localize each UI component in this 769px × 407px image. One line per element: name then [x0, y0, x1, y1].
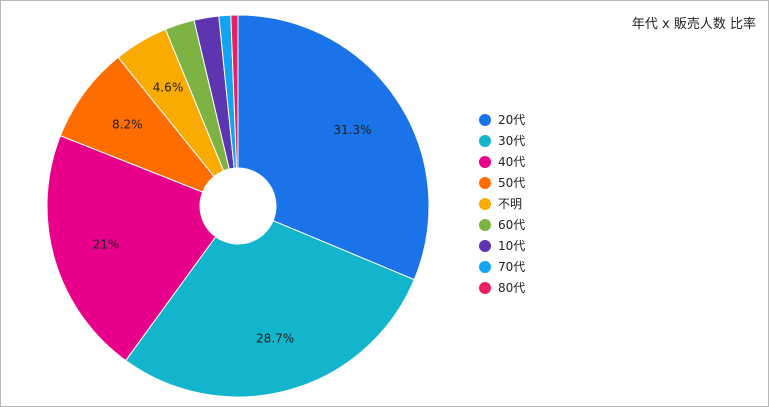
legend-swatch	[479, 155, 491, 168]
legend-label: 30代	[498, 134, 526, 148]
legend-label: 10代	[498, 239, 526, 253]
legend-item-不明: 不明	[479, 193, 525, 214]
legend-label: 20代	[498, 113, 526, 127]
legend-label: 50代	[498, 176, 526, 190]
legend: 20代 30代 40代 50代不明 60代 10代 70代 80代	[479, 109, 525, 298]
legend-swatch	[479, 113, 491, 126]
data-label-50代: 8.2%	[112, 117, 143, 131]
legend-item-10代: 10代	[479, 235, 525, 256]
legend-label: 60代	[498, 218, 526, 232]
legend-label: 80代	[498, 281, 526, 295]
pie-slice-80代	[230, 14, 239, 169]
legend-item-70代: 70代	[479, 256, 525, 277]
pie-slice-50代	[59, 56, 215, 193]
pie-slice-30代	[125, 219, 415, 398]
data-label-20代: 31.3%	[333, 123, 371, 137]
legend-swatch	[479, 218, 491, 231]
legend-swatch	[479, 239, 491, 252]
legend-item-80代: 80代	[479, 277, 525, 298]
legend-swatch	[479, 176, 491, 189]
legend-swatch	[479, 281, 491, 294]
pie-slice-40代	[46, 135, 217, 362]
chart-title: 年代 x 販売人数 比率	[631, 17, 756, 32]
pie-slice-20代	[237, 14, 430, 281]
legend-item-60代: 60代	[479, 214, 525, 235]
legend-swatch	[479, 197, 491, 210]
legend-label: 不明	[498, 197, 523, 211]
legend-item-50代: 50代	[479, 172, 525, 193]
data-label-不明: 4.6%	[153, 81, 184, 95]
data-label-40代: 21%	[93, 237, 120, 251]
legend-item-40代: 40代	[479, 151, 525, 172]
legend-item-20代: 20代	[479, 109, 525, 130]
legend-label: 70代	[498, 260, 526, 274]
legend-swatch	[479, 134, 491, 147]
legend-item-30代: 30代	[479, 130, 525, 151]
data-label-30代: 28.7%	[256, 331, 294, 345]
legend-swatch	[479, 260, 491, 273]
legend-label: 40代	[498, 155, 526, 169]
